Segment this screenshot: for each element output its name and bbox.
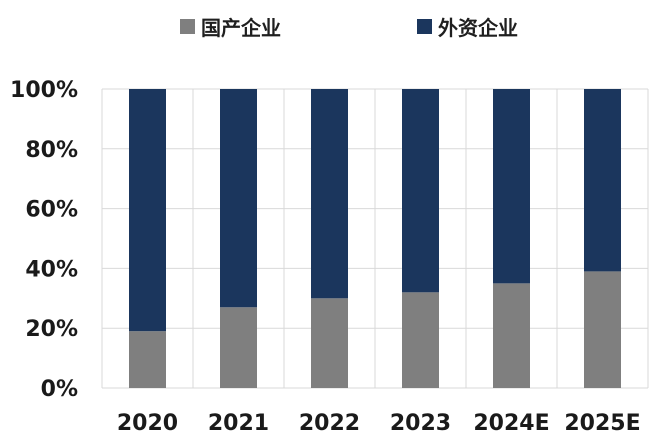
y-tick-label: 40% [25,257,78,282]
bar-domestic-2024E [493,283,530,388]
bar-foreign-2020 [129,89,166,331]
bar-foreign-2021 [220,89,257,307]
y-axis: 0% 20% 40% 60% 80% 100% [10,78,78,402]
bar-foreign-2025E [584,89,621,271]
x-tick-label: 2025E [564,411,640,436]
y-tick-label: 100% [10,78,78,103]
gridlines [102,89,648,388]
bar-domestic-2021 [220,307,257,388]
x-tick-label: 2024E [473,411,549,436]
bar-foreign-2023 [402,89,439,292]
x-tick-label: 2023 [390,411,451,436]
y-tick-label: 60% [25,198,78,223]
bar-domestic-2023 [402,292,439,388]
bar-foreign-2022 [311,89,348,298]
y-tick-label: 0% [41,377,78,402]
x-tick-label: 2021 [208,411,269,436]
bar-domestic-2020 [129,331,166,388]
x-axis: 2020 2021 2022 2023 2024E 2025E [117,411,641,436]
x-tick-label: 2020 [117,411,178,436]
x-tick-label: 2022 [299,411,360,436]
bar-foreign-2024E [493,89,530,283]
bar-domestic-2022 [311,298,348,388]
y-tick-label: 20% [25,317,78,342]
bar-domestic-2025E [584,271,621,388]
y-tick-label: 80% [25,138,78,163]
